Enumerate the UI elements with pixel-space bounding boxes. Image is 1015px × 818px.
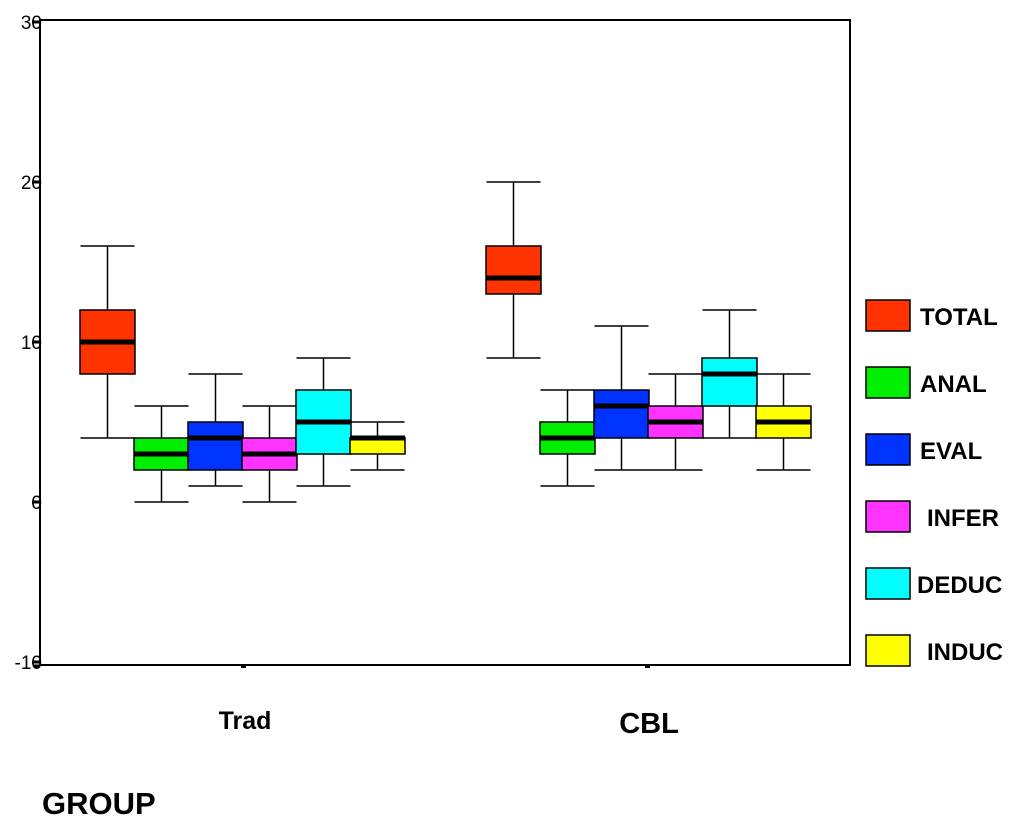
plot-frame: [39, 19, 851, 666]
box-infer-cbl: [647, 373, 704, 471]
x-axis-title: GROUP: [42, 786, 156, 818]
box-eval-trad: [187, 373, 244, 487]
legend-swatch: [865, 567, 911, 600]
x-tick-label-trad: Trad: [219, 707, 272, 735]
legend-item-eval: EVAL: [865, 433, 982, 466]
legend-item-anal: ANAL: [865, 366, 987, 399]
legend-label: DEDUC: [917, 572, 1002, 599]
legend-swatch: [865, 500, 911, 533]
legend-swatch: [865, 299, 911, 332]
box-total-cbl: [485, 181, 542, 359]
box-deduc-cbl: [701, 309, 758, 439]
y-tick-label: -10: [15, 653, 42, 674]
box-group-cbl: [485, 181, 812, 487]
box-anal-cbl: [539, 389, 596, 487]
box-groups: [79, 181, 812, 503]
x-tick-label-cbl: CBL: [619, 708, 679, 740]
x-axis: Trad CBL: [34, 664, 679, 740]
y-tick-label: 30: [21, 13, 42, 34]
legend-item-induc: INDUC: [865, 634, 1003, 667]
legend: TOTAL ANAL EVAL INFER DEDUC INDUC: [865, 299, 1003, 667]
legend-item-total: TOTAL: [865, 299, 998, 332]
legend-label: TOTAL: [920, 304, 998, 331]
y-tick-label: 20: [21, 173, 42, 194]
box-group-trad: [79, 245, 406, 503]
box-infer-trad: [241, 405, 298, 503]
box-iqr: [485, 245, 542, 295]
box-eval-cbl: [593, 325, 650, 471]
box-anal-trad: [133, 405, 190, 503]
legend-label: INDUC: [927, 639, 1003, 666]
y-tick-label: 0: [31, 493, 42, 514]
box-induc-trad: [349, 421, 406, 471]
legend-item-infer: INFER: [865, 500, 999, 533]
box-induc-cbl: [755, 373, 812, 471]
legend-label: EVAL: [920, 438, 982, 465]
box-total-trad: [79, 245, 136, 439]
y-axis: -10 0 10 20 30: [15, 13, 42, 674]
box-deduc-trad: [295, 357, 352, 487]
legend-swatch: [865, 366, 911, 399]
box-iqr: [593, 389, 650, 439]
y-tick-label: 10: [21, 333, 42, 354]
legend-swatch: [865, 433, 911, 466]
legend-item-deduc: DEDUC: [865, 567, 1002, 600]
legend-label: INFER: [927, 505, 999, 532]
legend-label: ANAL: [920, 371, 987, 398]
box-iqr: [187, 421, 244, 471]
box-iqr: [701, 357, 758, 407]
legend-swatch: [865, 634, 911, 667]
